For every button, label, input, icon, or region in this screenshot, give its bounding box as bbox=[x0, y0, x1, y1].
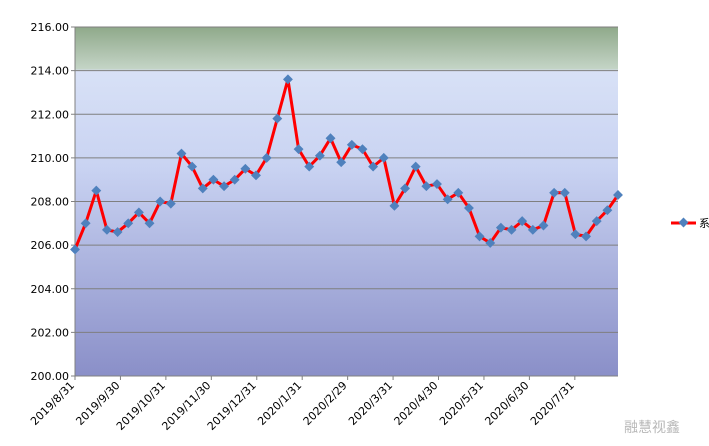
data-point bbox=[378, 152, 389, 163]
data-point bbox=[261, 152, 272, 163]
data-point bbox=[357, 144, 368, 155]
data-point bbox=[400, 183, 411, 194]
data-point bbox=[485, 237, 496, 248]
x-tick-label: 2019/12/31 bbox=[205, 379, 259, 433]
data-point bbox=[559, 187, 570, 198]
legend: 系 bbox=[671, 217, 709, 230]
x-tick-label: 2020/5/31 bbox=[437, 379, 486, 428]
data-point bbox=[133, 207, 144, 218]
x-tick-label: 2020/6/30 bbox=[482, 379, 531, 428]
data-point bbox=[80, 218, 91, 229]
data-point bbox=[176, 148, 187, 159]
y-tick-label: 208.00 bbox=[31, 196, 70, 209]
data-point bbox=[219, 181, 230, 192]
data-point bbox=[336, 157, 347, 168]
x-tick-label: 2020/4/30 bbox=[392, 379, 441, 428]
data-point bbox=[570, 229, 581, 240]
data-point bbox=[293, 144, 304, 155]
data-point bbox=[432, 179, 442, 189]
data-point bbox=[240, 163, 251, 174]
data-point bbox=[325, 133, 336, 144]
data-point bbox=[517, 216, 528, 227]
data-point bbox=[165, 198, 176, 209]
y-axis-ticks: 200.00 202.00 204.00 206.00 208.00 210.00 212.… bbox=[31, 21, 75, 383]
data-point bbox=[389, 200, 400, 211]
data-point bbox=[155, 196, 166, 207]
x-tick-label: 2020/1/31 bbox=[255, 379, 304, 428]
y-tick-label: 202.00 bbox=[31, 326, 70, 339]
data-point bbox=[581, 231, 592, 242]
data-point bbox=[613, 190, 623, 200]
watermark-text: 融慧视鑫 bbox=[624, 419, 680, 436]
data-point bbox=[229, 174, 240, 185]
x-tick-label: 2020/3/31 bbox=[346, 379, 395, 428]
x-axis-ticks: 2019/8/312019/9/302019/10/312019/11/3020… bbox=[28, 376, 577, 433]
y-tick-label: 214.00 bbox=[31, 65, 70, 78]
data-point bbox=[112, 227, 123, 237]
y-tick-label: 204.00 bbox=[31, 283, 70, 296]
data-point bbox=[314, 150, 325, 161]
data-point bbox=[527, 224, 538, 235]
data-point bbox=[208, 174, 219, 185]
legend-marker bbox=[678, 217, 689, 228]
data-point bbox=[123, 218, 134, 229]
data-point bbox=[591, 216, 602, 227]
series-line bbox=[73, 77, 620, 251]
data-point bbox=[187, 161, 198, 172]
x-tick-label: 2020/7/31 bbox=[528, 379, 577, 428]
data-point bbox=[549, 187, 560, 198]
y-tick-label: 212.00 bbox=[31, 108, 70, 121]
data-point bbox=[463, 203, 474, 213]
data-point bbox=[144, 218, 155, 229]
data-point bbox=[251, 170, 261, 181]
data-point bbox=[506, 224, 517, 235]
legend-label: 系 bbox=[699, 217, 709, 230]
y-tick-label: 200.00 bbox=[31, 370, 70, 383]
x-tick-label: 2019/8/31 bbox=[28, 379, 77, 428]
data-point bbox=[70, 244, 80, 255]
y-tick-label: 210.00 bbox=[31, 152, 70, 165]
data-point bbox=[101, 224, 112, 235]
y-tick-label: 216.00 bbox=[31, 21, 70, 34]
data-point bbox=[602, 205, 613, 216]
data-point bbox=[346, 139, 357, 150]
data-point bbox=[442, 194, 453, 205]
data-point bbox=[495, 222, 506, 233]
data-point bbox=[304, 161, 315, 172]
data-point bbox=[453, 187, 464, 198]
data-point bbox=[410, 161, 421, 172]
series-group bbox=[70, 74, 623, 255]
data-point bbox=[474, 231, 485, 242]
y-tick-label: 206.00 bbox=[31, 239, 70, 252]
data-point bbox=[197, 183, 208, 194]
data-point bbox=[538, 220, 549, 231]
data-point bbox=[421, 181, 432, 192]
x-tick-label: 2019/9/30 bbox=[73, 379, 122, 428]
data-point bbox=[368, 161, 379, 172]
x-tick-label: 2020/2/29 bbox=[301, 379, 350, 428]
data-point bbox=[91, 185, 102, 196]
